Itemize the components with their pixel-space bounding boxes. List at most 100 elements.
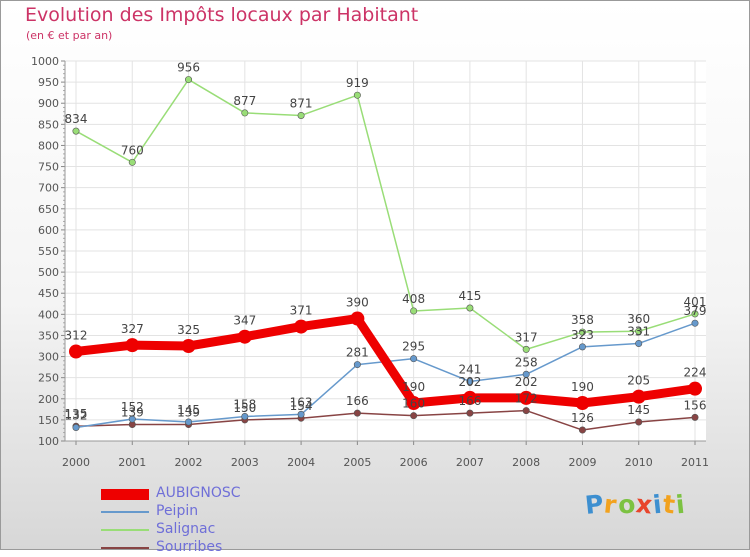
- legend-item-sourribes: Sourribes: [101, 539, 321, 557]
- point-salignac: [635, 327, 643, 335]
- tick-label-x: 2009: [568, 456, 596, 469]
- data-label-peipin: 331: [627, 324, 650, 338]
- data-label-sourribes: 150: [233, 401, 256, 415]
- series-layer: [69, 76, 702, 434]
- legend-item-salignac: Salignac: [101, 521, 321, 539]
- legend-label: AUBIGNOSC: [156, 485, 241, 501]
- data-label-aubignosc: 312: [65, 328, 88, 342]
- data-label-peipin: 281: [346, 346, 369, 360]
- tick-label-x: 2007: [456, 456, 484, 469]
- data-label-sourribes: 135: [65, 407, 88, 421]
- data-label-salignac: 401: [684, 295, 707, 309]
- point-sourribes: [522, 407, 530, 415]
- data-label-salignac: 834: [65, 112, 88, 126]
- point-peipin: [185, 418, 193, 426]
- point-salignac: [241, 109, 249, 117]
- point-aubignosc: [181, 339, 196, 353]
- tick-label-x: 2011: [681, 456, 709, 469]
- legend-swatch: [101, 529, 149, 531]
- point-sourribes: [635, 418, 643, 426]
- tick-label-y: 1000: [31, 55, 59, 68]
- legend-swatch: [101, 511, 149, 513]
- data-label-peipin: 379: [684, 304, 707, 318]
- data-label-salignac: 919: [346, 76, 369, 90]
- data-label-salignac: 358: [571, 313, 594, 327]
- tick-label-x: 2006: [400, 456, 428, 469]
- tick-label-y: 700: [38, 182, 59, 195]
- tick-label-y: 250: [38, 372, 59, 385]
- data-label-salignac: 415: [458, 289, 481, 303]
- legend-label: Sourribes: [156, 539, 223, 555]
- tick-label-y: 450: [38, 287, 59, 300]
- point-aubignosc: [294, 319, 309, 334]
- tick-label-y: 350: [38, 329, 59, 342]
- tick-label-x: 2000: [62, 456, 90, 469]
- data-label-aubignosc: 190: [402, 380, 425, 394]
- tick-label-y: 850: [38, 118, 59, 131]
- point-sourribes: [410, 412, 418, 420]
- data-label-peipin: 241: [458, 362, 481, 376]
- point-peipin: [72, 423, 80, 431]
- point-peipin: [353, 361, 361, 369]
- data-label-salignac: 360: [627, 312, 650, 326]
- series-line-aubignosc: [71, 314, 700, 408]
- tick-label-y: 400: [38, 308, 59, 321]
- data-label-sourribes: 156: [684, 398, 707, 412]
- data-label-aubignosc: 327: [121, 322, 144, 336]
- data-label-sourribes: 145: [627, 403, 650, 417]
- data-label-salignac: 871: [290, 96, 313, 110]
- data-label-salignac: 760: [121, 143, 144, 157]
- data-label-aubignosc: 202: [458, 375, 481, 389]
- point-salignac: [691, 310, 699, 318]
- data-label-aubignosc: 325: [177, 323, 200, 337]
- tick-label-x: 2005: [343, 456, 371, 469]
- data-label-aubignosc: 224: [684, 366, 707, 380]
- tick-label-y: 500: [38, 266, 59, 279]
- data-label-sourribes: 139: [177, 406, 200, 420]
- data-label-sourribes: 166: [346, 394, 369, 408]
- point-salignac: [128, 158, 136, 166]
- point-peipin: [241, 413, 249, 421]
- point-peipin: [128, 415, 136, 423]
- legend-item-aubignosc: AUBIGNOSC: [101, 485, 321, 503]
- point-peipin: [635, 339, 643, 347]
- data-label-peipin: 132: [65, 408, 88, 422]
- data-label-peipin: 152: [121, 400, 144, 414]
- axis-layer: 100 150 200 250 300 350 400 450 500 550 600 650 700 7…: [31, 55, 709, 469]
- data-label-aubignosc: 371: [290, 304, 313, 318]
- point-salignac: [297, 111, 305, 119]
- point-aubignosc: [406, 396, 421, 410]
- point-aubignosc: [237, 329, 252, 344]
- point-aubignosc: [462, 390, 477, 405]
- tick-label-y: 900: [38, 97, 59, 110]
- point-peipin: [297, 410, 305, 418]
- point-aubignosc: [688, 381, 702, 396]
- legend-label: Peipin: [156, 503, 199, 519]
- point-salignac: [185, 76, 193, 84]
- tick-label-y: 600: [38, 224, 59, 237]
- data-label-salignac: 317: [515, 330, 538, 344]
- data-label-aubignosc: 190: [571, 380, 594, 394]
- point-aubignosc: [631, 389, 646, 404]
- tick-label-y: 100: [38, 435, 59, 448]
- tick-label-y: 200: [38, 393, 59, 406]
- point-sourribes: [691, 413, 699, 421]
- point-sourribes: [578, 426, 586, 434]
- series-line-sourribes: [75, 409, 696, 431]
- tick-label-y: 550: [38, 245, 59, 258]
- point-peipin: [691, 319, 699, 327]
- data-label-peipin: 163: [290, 395, 313, 409]
- data-label-sourribes: 154: [290, 399, 313, 413]
- point-peipin: [578, 343, 586, 351]
- tick-label-x: 2001: [118, 456, 146, 469]
- legend-swatch: [101, 489, 149, 500]
- point-aubignosc: [69, 344, 83, 359]
- tick-label-x: 2002: [175, 456, 203, 469]
- tick-label-y: 950: [38, 76, 59, 89]
- point-aubignosc: [350, 311, 365, 326]
- point-salignac: [466, 304, 474, 312]
- point-aubignosc: [575, 396, 590, 410]
- tick-label-x: 2004: [287, 456, 315, 469]
